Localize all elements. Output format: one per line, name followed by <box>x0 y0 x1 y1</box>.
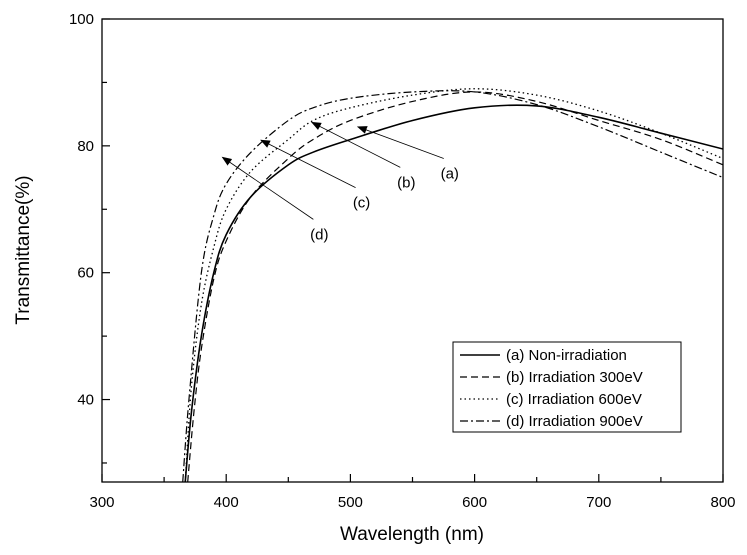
y-axis-label: Transmittance(%) <box>13 175 34 324</box>
y-tick-label: 100 <box>69 11 94 28</box>
series-line-a <box>184 104 723 482</box>
x-tick-label: 500 <box>338 494 363 511</box>
series-line-d <box>182 90 723 482</box>
legend-label: (c) Irradiation 600eV <box>506 391 642 408</box>
legend-label: (b) Irradiation 300eV <box>506 369 643 386</box>
legend-label: (a) Non-irradiation <box>506 347 627 364</box>
annotation-arrow <box>311 121 401 168</box>
x-tick-label: 300 <box>89 494 114 511</box>
y-tick-label: 40 <box>77 392 94 409</box>
annotation-label: (c) <box>353 195 371 212</box>
x-axis-label: Wavelength (nm) <box>340 524 484 545</box>
y-tick-label: 60 <box>77 265 94 282</box>
x-tick-label: 800 <box>710 494 735 511</box>
annotation-arrow <box>260 139 356 189</box>
annotation-label: (d) <box>310 226 328 243</box>
annotation-label: (a) <box>441 165 459 182</box>
series-line-c <box>184 88 723 482</box>
series-line-b <box>187 91 723 482</box>
annotation-arrow <box>356 126 444 159</box>
y-tick-label: 80 <box>77 138 94 155</box>
annotation-label: (b) <box>397 174 415 191</box>
annotations: (a) (b) (c) (d) <box>221 121 459 243</box>
x-tick-label: 700 <box>586 494 611 511</box>
legend-label: (d) Irradiation 900eV <box>506 413 643 430</box>
x-tick-label: 600 <box>462 494 487 511</box>
legend-box <box>452 341 682 433</box>
series-lines <box>182 88 723 482</box>
annotation-arrow <box>221 156 314 220</box>
axes: 300 400 500 600 700 800 40 60 80 100 <box>69 11 736 511</box>
legend: (a) Non-irradiation (b) Irradiation 300eV… <box>452 341 682 433</box>
x-tick-label: 400 <box>214 494 239 511</box>
